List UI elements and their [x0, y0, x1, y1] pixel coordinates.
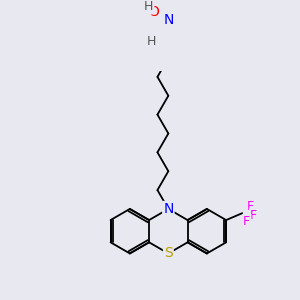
Text: S: S [164, 246, 173, 260]
Text: N: N [163, 202, 173, 216]
Text: H: H [147, 35, 156, 48]
Text: O: O [148, 4, 159, 19]
Text: F: F [250, 209, 257, 222]
Text: F: F [247, 200, 254, 213]
Text: H: H [144, 1, 153, 13]
Text: N: N [163, 13, 173, 27]
Text: F: F [243, 215, 250, 228]
